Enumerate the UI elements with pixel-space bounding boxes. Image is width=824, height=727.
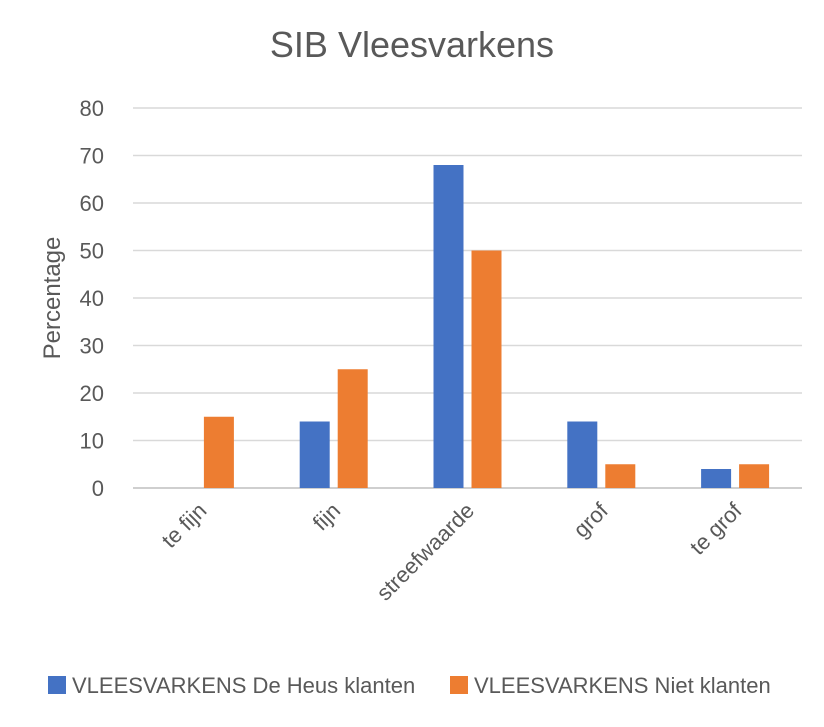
- y-tick-label: 80: [80, 96, 104, 121]
- x-axis-ticks: te fijn fijn streefwaarde grof te grof: [157, 497, 748, 605]
- y-axis-label: Percentage: [39, 237, 66, 360]
- y-tick-label: 60: [80, 191, 104, 216]
- bar-1: [433, 165, 464, 488]
- bar-2: [739, 464, 770, 488]
- bar-1: [299, 421, 330, 488]
- x-tick-label: te fijn: [157, 498, 212, 553]
- y-tick-label: 70: [80, 144, 104, 169]
- bar-2: [203, 416, 234, 488]
- y-tick-label: 40: [80, 286, 104, 311]
- y-tick-label: 30: [80, 334, 104, 359]
- legend-label: VLEESVARKENS Niet klanten: [474, 673, 771, 698]
- x-tick-label: grof: [568, 497, 613, 542]
- chart-title: SIB Vleesvarkens: [270, 24, 554, 65]
- bars: [203, 165, 770, 488]
- legend-swatch: [48, 676, 66, 694]
- bar-2: [337, 369, 368, 488]
- legend-label: VLEESVARKENS De Heus klanten: [72, 673, 415, 698]
- y-tick-label: 20: [80, 381, 104, 406]
- bar-1: [701, 469, 732, 488]
- bar-1: [567, 421, 598, 488]
- gridlines: [133, 107, 802, 489]
- legend-swatch: [450, 676, 468, 694]
- x-tick-label: streefwaarde: [371, 498, 479, 606]
- x-tick-label: fijn: [308, 498, 346, 536]
- y-axis-ticks: 0 10 20 30 40 50 60 70 80: [80, 96, 104, 501]
- y-tick-label: 10: [80, 429, 104, 454]
- y-tick-label: 0: [92, 476, 104, 501]
- bar-2: [471, 250, 502, 488]
- bar-2: [605, 464, 636, 488]
- x-tick-label: te grof: [685, 497, 747, 559]
- legend: VLEESVARKENS De Heus klanten VLEESVARKENS…: [48, 673, 771, 698]
- y-tick-label: 50: [80, 239, 104, 264]
